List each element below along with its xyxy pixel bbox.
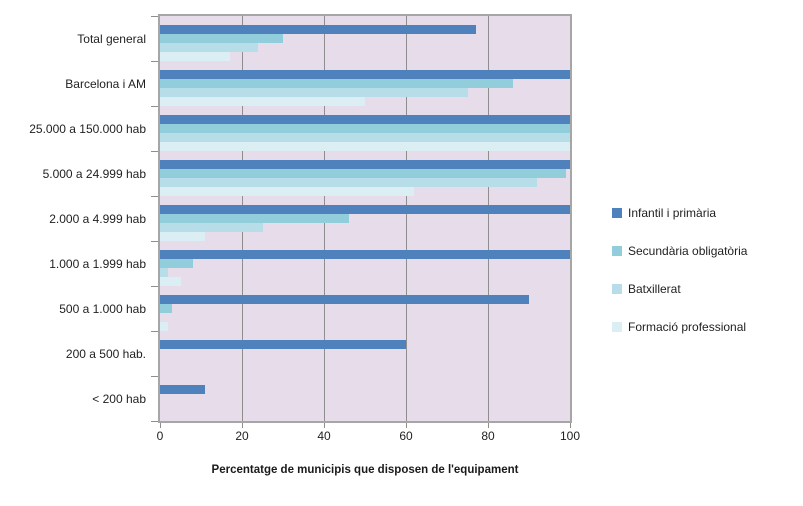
bar <box>160 88 468 97</box>
x-axis-tick-mark <box>241 423 243 428</box>
bar <box>160 43 259 52</box>
bar <box>160 178 538 187</box>
legend-swatch-icon <box>612 322 622 332</box>
legend-item: Formació professional <box>612 317 747 337</box>
legend: Infantil i primària Secundària obligatòri… <box>612 203 747 355</box>
plot-area <box>158 14 572 423</box>
x-axis-tick-mark <box>405 423 407 428</box>
y-axis-tick-mark <box>151 240 158 242</box>
bar <box>160 385 206 394</box>
gridline <box>487 16 489 421</box>
y-axis-tick-mark <box>151 15 158 17</box>
bar <box>160 250 570 259</box>
bar <box>160 223 263 232</box>
category-label: 5.000 a 24.999 hab <box>42 166 146 181</box>
x-tick-label: 100 <box>559 429 581 443</box>
bar <box>160 304 173 313</box>
category-label: Barcelona i AM <box>65 76 146 91</box>
bar <box>160 142 570 151</box>
legend-label: Infantil i primària <box>628 206 717 220</box>
y-axis-tick-mark <box>151 195 158 197</box>
category-label: 25.000 a 150.000 hab <box>29 121 146 136</box>
bar <box>160 169 566 178</box>
bar <box>160 187 415 196</box>
legend-label: Batxillerat <box>628 282 681 296</box>
x-tick-label: 0 <box>156 429 164 443</box>
y-axis-tick-mark <box>151 330 158 332</box>
category-label: 500 a 1.000 hab <box>59 301 146 316</box>
x-tick-label: 20 <box>235 429 249 443</box>
legend-swatch-icon <box>612 246 622 256</box>
bar <box>160 214 349 223</box>
bar <box>160 79 513 88</box>
bar <box>160 52 230 61</box>
bar <box>160 205 570 214</box>
y-axis-tick-mark <box>151 60 158 62</box>
gridline <box>405 16 407 421</box>
legend-item: Infantil i primària <box>612 203 747 223</box>
x-axis-tick-mark <box>487 423 489 428</box>
x-tick-label: 60 <box>399 429 413 443</box>
bar <box>160 124 570 133</box>
x-axis-tick-mark <box>569 423 571 428</box>
bar <box>160 25 476 34</box>
legend-item: Secundària obligatòria <box>612 241 747 261</box>
bar <box>160 295 529 304</box>
legend-label: Formació professional <box>628 320 747 334</box>
bar <box>160 133 570 142</box>
legend-label: Secundària obligatòria <box>628 244 748 258</box>
bar <box>160 97 365 106</box>
bar <box>160 322 169 331</box>
y-axis-tick-mark <box>151 420 158 422</box>
bar <box>160 340 406 349</box>
bar <box>160 259 193 268</box>
bar <box>160 160 570 169</box>
legend-item: Batxillerat <box>612 279 747 299</box>
category-label: 2.000 a 4.999 hab <box>49 211 146 226</box>
x-tick-label: 40 <box>317 429 331 443</box>
bar <box>160 268 169 277</box>
bar <box>160 70 570 79</box>
x-axis-tick-mark <box>323 423 325 428</box>
x-axis-title: Percentatge de municipis que disposen de… <box>211 464 519 476</box>
bar <box>160 115 570 124</box>
y-axis-tick-mark <box>151 150 158 152</box>
category-label: Total general <box>77 31 146 46</box>
bar <box>160 277 181 286</box>
x-axis-tick-mark <box>159 423 161 428</box>
bar <box>160 232 206 241</box>
legend-swatch-icon <box>612 284 622 294</box>
y-axis-tick-mark <box>151 105 158 107</box>
x-tick-label: 80 <box>481 429 495 443</box>
category-label: 200 a 500 hab. <box>65 346 146 361</box>
y-axis-tick-mark <box>151 375 158 377</box>
category-label: < 200 hab <box>92 391 146 406</box>
bar <box>160 34 283 43</box>
legend-swatch-icon <box>612 208 622 218</box>
y-axis-tick-mark <box>151 285 158 287</box>
category-label: 1.000 a 1.999 hab <box>49 256 146 271</box>
